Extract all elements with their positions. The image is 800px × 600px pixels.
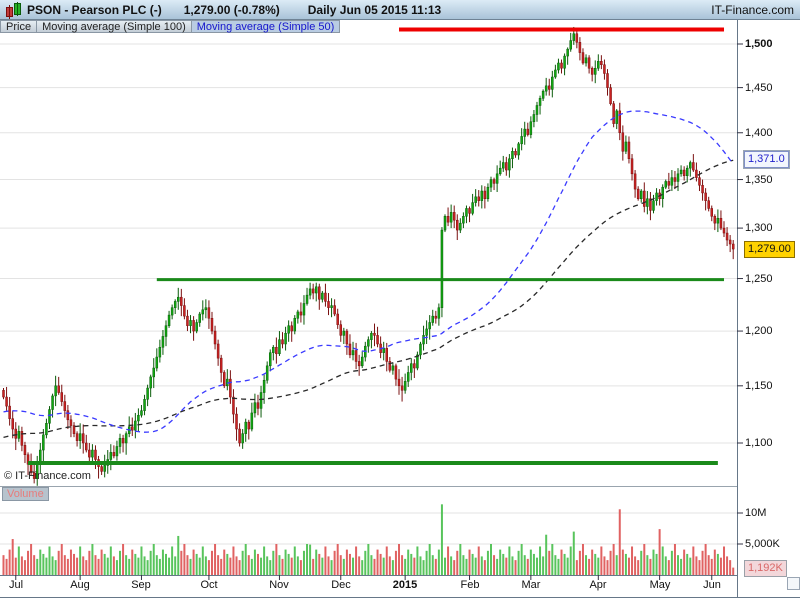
tab-price[interactable]: Price [0,20,38,33]
month-tick-apr: Apr [589,579,607,591]
symbol-title: PSON - Pearson PLC (-) [27,2,162,17]
brand-label: IT-Finance.com [711,2,794,17]
price-tick-1200: 1,200 [745,325,773,337]
tab-moving-average-simple-100-[interactable]: Moving average (Simple 100) [37,20,192,33]
ma50-value-badge: 1,371.0 [743,150,790,169]
chart-copyright: © IT-Finance.com [4,470,91,482]
price-tick-1350: 1,350 [745,174,773,186]
price-tick-1500: 1,500 [745,38,773,50]
month-tick-sep: Sep [131,579,151,591]
timeframe-datetime: Daily Jun 05 2015 11:13 [307,2,442,17]
month-tick-oct: Oct [200,579,218,591]
month-tick-jul: Jul [8,579,24,591]
month-tick-2015: 2015 [392,579,418,591]
price-tick-1400: 1,400 [745,127,773,139]
month-tick-aug: Aug [70,579,90,591]
month-tick-dec: Dec [331,579,351,591]
indicator-tab-strip: Price Moving average (Simple 100) Moving a… [0,20,341,33]
month-tick-jun: Jun [703,579,721,591]
last-price-change: 1,279.00 (-0.78%) [183,2,280,17]
price-tick-1150: 1,150 [745,380,773,392]
price-tick-1450: 1,450 [745,82,773,94]
month-tick-mar: Mar [521,579,541,591]
last-price-badge: 1,279.00 [744,241,795,258]
month-tick-may: May [649,579,671,591]
month-tick-nov: Nov [269,579,289,591]
price-tick-1300: 1,300 [745,222,773,234]
month-tick-feb: Feb [460,579,480,591]
volume-pane-tab[interactable]: Volume [2,487,49,501]
volume-tick-5m: 5,000K [745,538,780,550]
last-volume-badge: 1,192K [744,560,787,577]
candlestick-logo-icon [5,2,21,19]
title-bar: PSON - Pearson PLC (-) 1,279.00 (-0.78%)… [0,0,800,20]
volume-tick-10m: 10M [745,507,767,519]
price-tick-1100: 1,100 [745,437,773,449]
price-tick-1250: 1,250 [745,273,773,285]
tab-moving-average-simple-50-[interactable]: Moving average (Simple 50) [191,20,341,33]
